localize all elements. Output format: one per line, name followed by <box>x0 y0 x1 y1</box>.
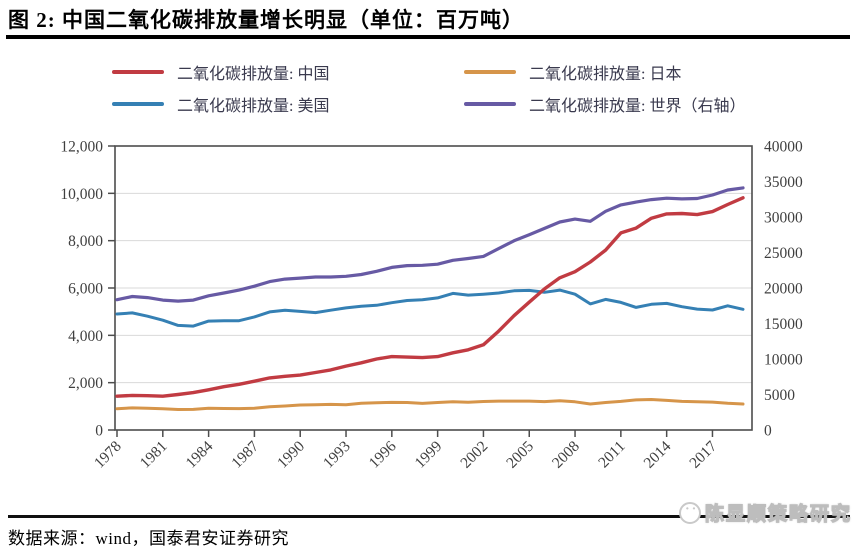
chart-legend: 二氧化碳排放量: 中国 二氧化碳排放量: 日本 二氧化碳排放量: 美国 二氧化碳… <box>112 61 745 115</box>
x-axis-label: 2014 <box>641 438 675 472</box>
legend-label-usa: 二氧化碳排放量: 美国 <box>177 98 330 115</box>
x-axis-label: 2002 <box>457 438 491 472</box>
left-axis-label: 0 <box>95 422 103 439</box>
x-axis-label: 1990 <box>274 438 308 472</box>
right-axis-label: 20000 <box>764 280 803 297</box>
title-underline <box>6 35 850 39</box>
legend-swatch-usa <box>112 102 164 106</box>
right-axis-label: 30000 <box>764 209 803 226</box>
x-axis-label: 2005 <box>503 438 537 472</box>
right-axis-label: 10000 <box>764 351 803 368</box>
series-line-usa <box>115 288 745 328</box>
right-axis-label: 0 <box>764 422 772 439</box>
x-axis-label: 1996 <box>366 438 400 472</box>
right-axis-label: 40000 <box>764 138 803 155</box>
left-axis-label: 12,000 <box>60 138 103 155</box>
x-axis-label: 1981 <box>137 438 171 472</box>
legend-swatch-japan <box>464 70 516 74</box>
x-axis-label: 1999 <box>412 438 446 472</box>
right-axis-label: 25000 <box>764 245 803 262</box>
x-axis-label: 1984 <box>182 438 216 472</box>
footer-rule <box>8 515 850 518</box>
x-axis-label: 2008 <box>549 438 583 472</box>
x-axis-label: 2011 <box>595 438 629 472</box>
x-axis-label: 1993 <box>320 438 354 472</box>
series-line-japan <box>115 398 745 411</box>
watermark-logo-icon <box>678 501 701 524</box>
x-axis-label: 1978 <box>91 438 125 472</box>
left-axis-label: 4,000 <box>68 328 103 345</box>
legend-label-world: 二氧化碳排放量: 世界（右轴） <box>529 98 746 115</box>
series-line-world <box>115 186 745 303</box>
data-source: 数据来源：wind，国泰君安证券研究 <box>8 529 289 548</box>
series-line-china <box>115 196 745 398</box>
right-axis-label: 15000 <box>764 316 803 333</box>
right-axis-label: 5000 <box>764 387 795 404</box>
x-axis-label: 2017 <box>686 438 720 472</box>
legend-swatch-world <box>464 102 516 106</box>
legend-item-china: 二氧化碳排放量: 中国 <box>112 61 464 83</box>
legend-swatch-china <box>112 70 164 74</box>
legend-item-world: 二氧化碳排放量: 世界（右轴） <box>464 93 745 115</box>
legend-label-china: 二氧化碳排放量: 中国 <box>177 66 330 83</box>
watermark: 陈显顺策略研究 <box>678 499 852 526</box>
legend-label-japan: 二氧化碳排放量: 日本 <box>529 66 682 83</box>
right-axis-label: 35000 <box>764 174 803 191</box>
left-axis-label: 10,000 <box>60 186 103 203</box>
legend-item-japan: 二氧化碳排放量: 日本 <box>464 61 745 83</box>
legend-item-usa: 二氧化碳排放量: 美国 <box>112 93 464 115</box>
watermark-text: 陈显顺策略研究 <box>704 503 852 525</box>
left-axis-label: 8,000 <box>68 233 103 250</box>
x-axis-label: 1987 <box>228 438 262 472</box>
figure-title: 图 2: 中国二氧化碳排放量增长明显（单位：百万吨） <box>8 8 524 32</box>
left-axis-label: 6,000 <box>68 280 103 297</box>
left-axis-label: 2,000 <box>68 375 103 392</box>
